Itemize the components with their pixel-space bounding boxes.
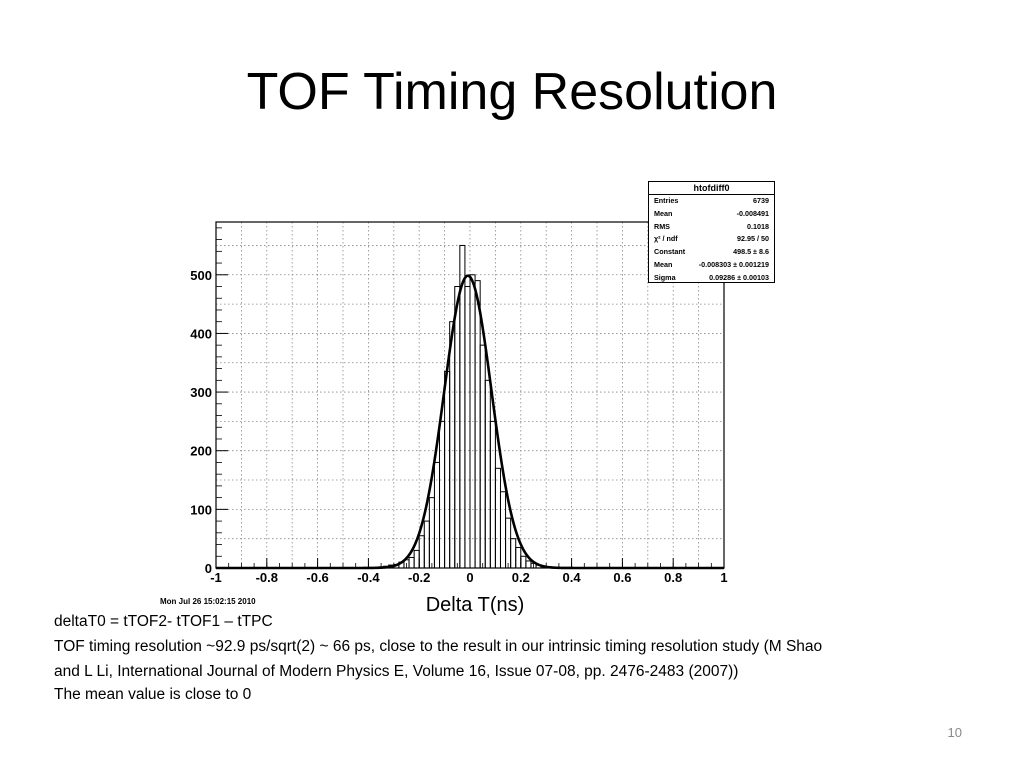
stats-box: htofdiff0 Entries 6739 Mean -0.008491 RMS 0… bbox=[648, 181, 775, 283]
x-tick-label: -0.4 bbox=[357, 570, 380, 585]
note-line: and L Li, International Journal of Moder… bbox=[54, 663, 739, 680]
x-tick-label: 0.6 bbox=[613, 570, 631, 585]
histogram-bars bbox=[378, 244, 562, 569]
histogram-bar bbox=[520, 555, 527, 569]
histogram-bar bbox=[510, 538, 517, 569]
stats-value: 0.1018 bbox=[747, 221, 769, 231]
stats-label: Sigma bbox=[654, 272, 676, 282]
stats-row: RMS 0.1018 bbox=[649, 221, 774, 234]
histogram-bar bbox=[479, 344, 486, 569]
plot-timestamp: Mon Jul 26 15:02:15 2010 bbox=[160, 597, 256, 606]
stats-label: Mean bbox=[654, 259, 673, 269]
x-tick-label: 0 bbox=[466, 570, 473, 585]
x-axis-label: Delta T(ns) bbox=[426, 594, 525, 616]
histogram-bar bbox=[484, 379, 491, 569]
y-tick-label: 500 bbox=[190, 268, 212, 283]
y-tick-label: 0 bbox=[205, 561, 212, 576]
histogram-bar bbox=[439, 420, 446, 569]
histogram-bar bbox=[489, 420, 496, 569]
x-tick-label: 0.2 bbox=[512, 570, 530, 585]
histogram-bar bbox=[454, 286, 461, 569]
y-tick-label: 400 bbox=[190, 326, 212, 341]
histogram-bar bbox=[474, 280, 481, 569]
stats-value: 498.5 ± 8.6 bbox=[733, 247, 769, 257]
stats-value: 6739 bbox=[753, 196, 769, 205]
histogram-bar bbox=[413, 549, 420, 569]
histogram-chart: -1 -0.8 -0.6 -0.4 -0.2 0 0.2 0.4 0.6 0.8 1 0 100 200… bbox=[190, 221, 728, 616]
y-tick-label: 300 bbox=[190, 385, 212, 400]
x-tick-label: -1 bbox=[210, 570, 222, 585]
y-tick-label: 200 bbox=[190, 444, 212, 459]
histogram-bar bbox=[418, 535, 425, 569]
stats-row: Mean -0.008491 bbox=[649, 208, 774, 221]
gaussian-fit-curve bbox=[216, 274, 724, 570]
histogram-bar bbox=[494, 467, 501, 569]
stats-label: RMS bbox=[654, 221, 670, 231]
x-tick-label: -0.6 bbox=[306, 570, 328, 585]
x-tick-label: -0.8 bbox=[256, 570, 278, 585]
stats-box-title: htofdiff0 bbox=[649, 182, 774, 195]
stats-row: Entries 6739 bbox=[649, 195, 774, 208]
y-ticks: 0 100 200 300 400 500 bbox=[190, 227, 228, 576]
x-ticks: -1 -0.8 -0.6 -0.4 -0.2 0 0.2 0.4 0.6 0.8 1 bbox=[210, 558, 728, 585]
histogram-bar bbox=[433, 461, 441, 569]
stats-value: 0.09286 ± 0.00103 bbox=[709, 272, 769, 282]
histogram-bar bbox=[423, 520, 430, 569]
stats-row: Mean -0.008303 ± 0.001219 bbox=[649, 259, 774, 272]
slide-title: TOF Timing Resolution bbox=[246, 63, 778, 121]
stats-row: χ² / ndf 92.95 / 50 bbox=[649, 233, 774, 246]
histogram-bar bbox=[515, 546, 522, 569]
slide-number: 10 bbox=[947, 725, 962, 740]
x-tick-label: -0.2 bbox=[408, 570, 430, 585]
histogram-bar bbox=[505, 517, 512, 569]
stats-row: Sigma 0.09286 ± 0.00103 bbox=[649, 272, 774, 285]
histogram-bar bbox=[449, 321, 456, 569]
stats-value: -0.008303 ± 0.001219 bbox=[698, 259, 769, 269]
histogram-bar bbox=[464, 286, 471, 569]
note-line: The mean value is close to 0 bbox=[54, 686, 252, 703]
stats-row: Constant 498.5 ± 8.6 bbox=[649, 246, 774, 259]
histogram-bar bbox=[428, 497, 435, 569]
x-tick-label: 0.4 bbox=[563, 570, 582, 585]
stats-value: 92.95 / 50 bbox=[737, 234, 769, 244]
stats-label: Entries bbox=[654, 196, 679, 205]
stats-label: Constant bbox=[654, 247, 686, 257]
stats-label: χ² / ndf bbox=[654, 234, 678, 244]
note-line: deltaT0 = tTOF2- tTOF1 – tTPC bbox=[54, 613, 273, 630]
x-tick-label: 0.8 bbox=[664, 570, 682, 585]
histogram-bar bbox=[525, 560, 532, 569]
stats-label: Mean bbox=[654, 208, 673, 218]
histogram-bar bbox=[408, 556, 415, 569]
y-tick-label: 100 bbox=[190, 502, 212, 517]
x-tick-label: 1 bbox=[720, 570, 727, 585]
histogram-bar bbox=[499, 491, 507, 569]
note-line: TOF timing resolution ~92.9 ps/sqrt(2) ~… bbox=[54, 638, 823, 655]
stats-value: -0.008491 bbox=[736, 208, 769, 218]
